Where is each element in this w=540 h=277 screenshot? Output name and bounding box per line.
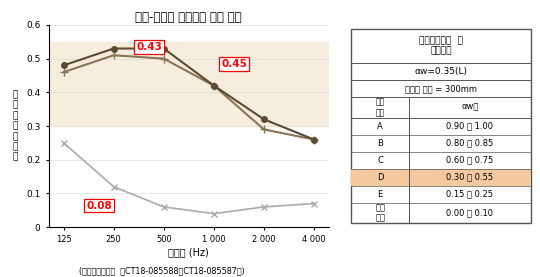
Text: 등급
없음: 등급 없음 bbox=[375, 203, 385, 223]
난연성 (UV) 타공 WM보드 bbox=[261, 118, 267, 121]
무타공 천정재 bbox=[211, 212, 217, 215]
Bar bbox=[352, 169, 531, 186]
난연성 (UV) 타공 WM보드 bbox=[310, 138, 317, 141]
무타공 천정재 bbox=[310, 202, 317, 205]
난연성 (UV) 타공 WM보드 bbox=[60, 64, 67, 67]
Bar bbox=[49, 42, 329, 126]
Text: 흡음
등급: 흡음 등급 bbox=[375, 98, 385, 117]
무타공 천정재 bbox=[111, 185, 117, 188]
Title: 목재-무기질 복합재의 흡음 성능: 목재-무기질 복합재의 흡음 성능 bbox=[136, 11, 242, 24]
Text: B: B bbox=[377, 138, 383, 148]
난연성 (UV) 타공 WM보드 bbox=[111, 47, 117, 50]
난연성 타공 WM보드 bbox=[310, 138, 317, 141]
Text: 0.00 ～ 0.10: 0.00 ～ 0.10 bbox=[447, 208, 494, 217]
무타공 천정재 bbox=[160, 205, 167, 209]
난연성 (UV) 타공 WM보드 bbox=[211, 84, 217, 87]
Text: 0.30 ～ 0.55: 0.30 ～ 0.55 bbox=[446, 173, 494, 182]
난연성 타공 WM보드 bbox=[211, 84, 217, 87]
난연성 (UV) 타공 WM보드 bbox=[160, 47, 167, 50]
X-axis label: 주파수 (Hz): 주파수 (Hz) bbox=[168, 247, 209, 257]
Text: 0.90 ～ 1.00: 0.90 ～ 1.00 bbox=[447, 122, 494, 130]
Text: 0.15 ～ 0.25: 0.15 ～ 0.25 bbox=[447, 190, 494, 199]
Text: C: C bbox=[377, 156, 383, 165]
Line: 난연성 타공 WM보드: 난연성 타공 WM보드 bbox=[59, 51, 318, 144]
난연성 타공 WM보드 bbox=[111, 53, 117, 57]
Text: 0.80 ～ 0.85: 0.80 ～ 0.85 bbox=[446, 138, 494, 148]
Text: 0.60 ～ 0.75: 0.60 ～ 0.75 bbox=[446, 156, 494, 165]
난연성 타공 WM보드 bbox=[160, 57, 167, 60]
Text: 0.45: 0.45 bbox=[221, 59, 247, 69]
Text: αw=0.35(L): αw=0.35(L) bbox=[415, 67, 468, 76]
Text: 가중흡음계수  및
형태지수: 가중흡음계수 및 형태지수 bbox=[419, 36, 463, 56]
무타공 천정재 bbox=[261, 205, 267, 209]
Text: 공기층 두께 = 300mm: 공기층 두께 = 300mm bbox=[405, 84, 477, 93]
Text: (공인시험성적서  제CT18-085588，CT18-085587호): (공인시험성적서 제CT18-085588，CT18-085587호) bbox=[79, 267, 245, 276]
Text: 0.43: 0.43 bbox=[136, 42, 162, 52]
Line: 무타공 천정재: 무타공 천정재 bbox=[60, 139, 318, 217]
난연성 타공 WM보드 bbox=[261, 128, 267, 131]
Text: 0.08: 0.08 bbox=[86, 201, 112, 211]
Line: 난연성 (UV) 타공 WM보드: 난연성 (UV) 타공 WM보드 bbox=[61, 46, 317, 142]
Y-axis label: 수
직
입
사
흡
음
률: 수 직 입 사 흡 음 률 bbox=[12, 90, 17, 162]
Text: A: A bbox=[377, 122, 383, 130]
무타공 천정재 bbox=[60, 141, 67, 145]
Text: E: E bbox=[377, 190, 383, 199]
난연성 타공 WM보드 bbox=[60, 70, 67, 74]
Text: D: D bbox=[377, 173, 383, 182]
Text: αw값: αw값 bbox=[461, 103, 478, 112]
